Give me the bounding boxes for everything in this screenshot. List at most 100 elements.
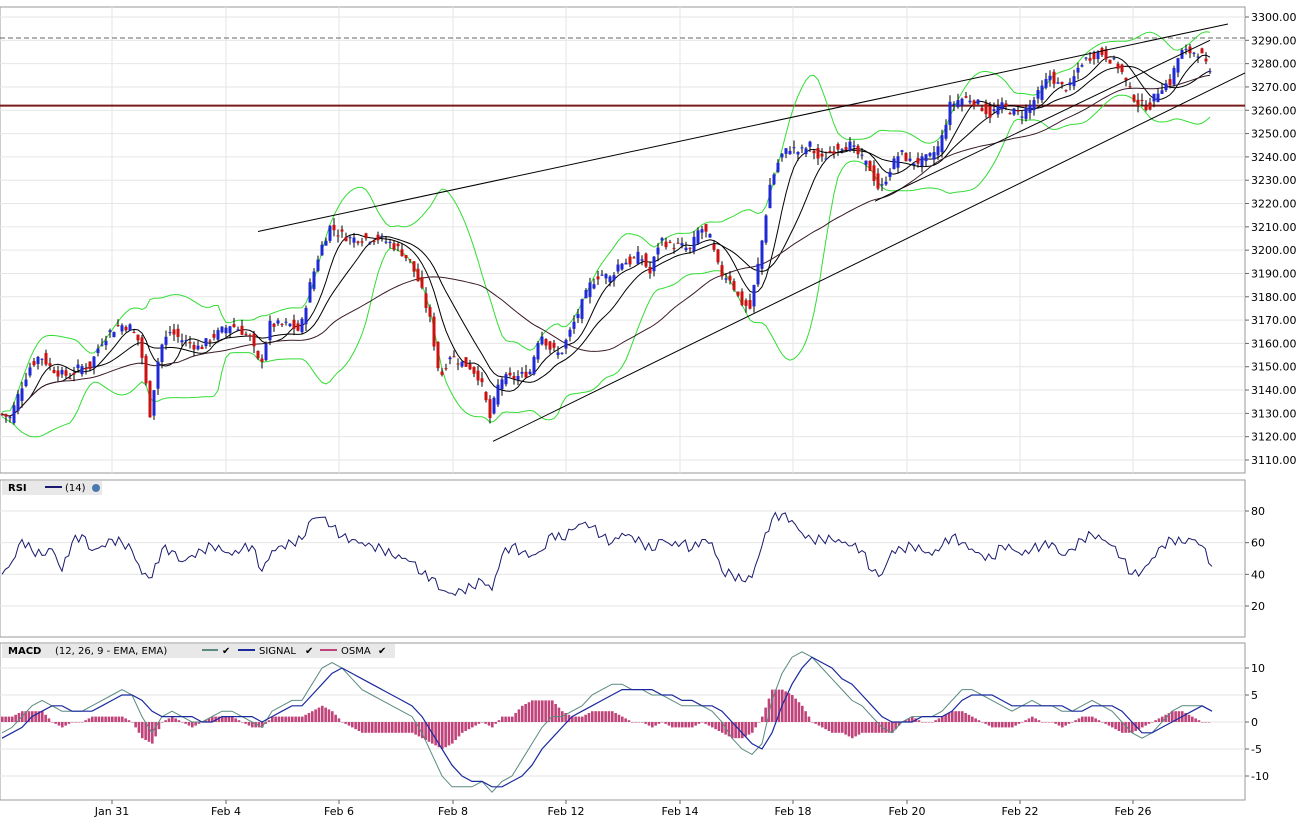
candle-body — [792, 147, 796, 149]
osma-bar — [287, 716, 291, 722]
candle-body — [272, 323, 276, 327]
osma-bar — [874, 722, 877, 733]
osma-bar — [234, 718, 237, 722]
price-tick-label: 3110.00 — [1251, 454, 1297, 467]
candle-body — [1016, 110, 1020, 112]
candle-body — [40, 358, 44, 360]
osma-bar — [954, 711, 957, 722]
osma-bar — [1204, 722, 1207, 723]
candle-body — [244, 333, 248, 335]
x-axis: Jan 31 Feb 4 Feb 6 Feb 8 Feb 12 Feb 14 Feb 18 F… — [94, 800, 1151, 818]
candle-body — [584, 290, 588, 299]
osma-bar — [464, 722, 467, 731]
candle-body — [204, 338, 208, 347]
macd-panel: 10 5 0 -5 -10 MACD (12, 26, 9 - EMA, EMA) ✔ … — [0, 642, 1269, 801]
osma-bar — [1087, 716, 1091, 722]
candle-body — [800, 147, 804, 149]
osma-bar — [37, 711, 41, 722]
osma-bar — [267, 720, 271, 722]
osma-bar — [181, 722, 184, 723]
candle-body — [1112, 58, 1116, 60]
osma-bar — [501, 716, 504, 722]
osma-bar — [14, 714, 17, 722]
candle-body — [388, 242, 392, 244]
candle-body — [340, 229, 344, 232]
osma-bar — [761, 716, 764, 722]
osma-bar — [304, 714, 307, 722]
candle-body — [556, 352, 560, 356]
candle-body — [420, 276, 424, 288]
candle-body — [832, 151, 836, 155]
signal-check-icon[interactable]: ✔ — [305, 646, 313, 657]
candle-body — [1108, 59, 1112, 64]
osma-bar — [124, 718, 127, 722]
osma-bar — [1191, 716, 1194, 722]
candle-body — [72, 372, 76, 375]
osma-bar — [711, 722, 714, 728]
candle-body — [628, 256, 632, 265]
osma-bar — [601, 711, 604, 722]
macd-check-icon[interactable]: ✔ — [222, 646, 230, 657]
rsi-series-line — [1, 511, 1213, 597]
osma-bar — [214, 716, 217, 722]
osma-bar — [651, 722, 654, 728]
osma-bar — [1047, 722, 1051, 723]
osma-bar — [1017, 722, 1021, 724]
candle-body — [304, 307, 308, 325]
candle-body — [308, 282, 312, 303]
osma-bar — [757, 722, 761, 723]
osma-bar — [1051, 722, 1054, 723]
candle-body — [1208, 71, 1212, 73]
osma-check-icon[interactable]: ✔ — [378, 646, 386, 657]
osma-bar — [314, 709, 317, 722]
osma-bar — [507, 716, 511, 722]
osma-bar — [277, 716, 281, 722]
osma-bar — [1201, 722, 1204, 723]
candle-body — [1104, 49, 1108, 60]
osma-bar — [407, 722, 411, 733]
candle-body — [896, 156, 900, 168]
candle-body — [888, 171, 892, 177]
candle-body — [356, 241, 360, 244]
candle-body — [1072, 76, 1076, 87]
osma-bar — [364, 722, 367, 733]
candle-body — [300, 318, 304, 333]
osma-bar — [451, 722, 454, 744]
macd-line — [1, 651, 1213, 793]
candle-body — [132, 331, 136, 333]
osma-bar — [177, 720, 181, 722]
osma-bar — [567, 714, 571, 722]
candle-body — [624, 262, 628, 265]
candle-body — [864, 160, 868, 165]
candle-body — [4, 414, 8, 417]
candles — [0, 44, 1212, 425]
x-tick-label: Feb 18 — [775, 805, 812, 818]
candle-body — [120, 325, 124, 332]
candle-body — [992, 109, 996, 112]
candle-body — [812, 150, 816, 154]
osma-bar — [244, 722, 247, 724]
osma-bar — [321, 705, 324, 722]
candle-body — [104, 340, 108, 346]
x-tick-label: Feb 20 — [889, 805, 926, 818]
candle-body — [428, 307, 432, 317]
candle-body — [1036, 90, 1040, 99]
candle-body — [1088, 58, 1092, 61]
osma-bar — [894, 722, 897, 730]
osma-bar — [767, 698, 771, 722]
osma-bar — [611, 711, 614, 722]
candle-body — [988, 106, 992, 118]
osma-bar — [467, 722, 471, 730]
candle-body — [368, 242, 372, 244]
candle-body — [1132, 95, 1136, 102]
candle-body — [1092, 52, 1096, 60]
osma-bar — [111, 716, 114, 722]
osma-bar — [871, 722, 874, 733]
candle-body — [704, 224, 708, 232]
candle-body — [8, 417, 12, 419]
price-tick-label: 3270.00 — [1251, 81, 1297, 94]
candle-body — [232, 324, 236, 328]
candle-body — [344, 236, 348, 242]
rsi-settings-icon[interactable] — [92, 484, 100, 492]
candle-body — [200, 346, 204, 350]
